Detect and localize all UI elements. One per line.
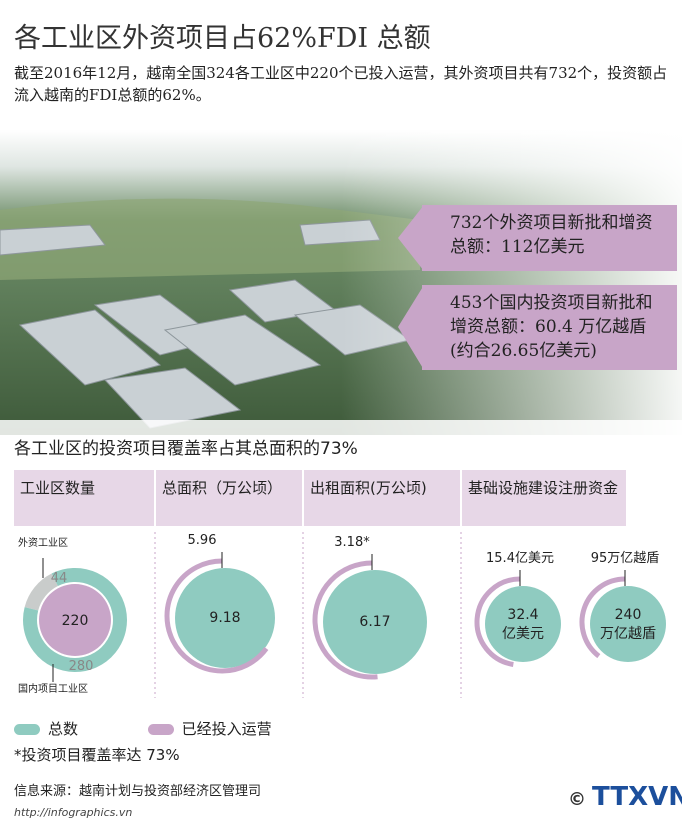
column-header: 工业区数量 [14, 470, 154, 526]
used-arc [579, 576, 626, 659]
segment-label: 外资工业区 [18, 537, 68, 549]
value-label: 5.96 [188, 533, 217, 548]
photo [0, 130, 682, 435]
ring-segment [24, 573, 59, 611]
legend-label: 已经投入运营 [181, 720, 272, 738]
logo-text: TTXVN [592, 782, 682, 812]
used-arc [164, 558, 269, 674]
value-label: 95万亿越盾 [591, 551, 660, 566]
callout-arrows [398, 205, 424, 370]
callout: 732个外资项目新批和增资总额：112亿美元 [422, 205, 677, 271]
total-circle [175, 568, 275, 668]
logo: © TTXVN [568, 782, 682, 812]
value-label: 220 [62, 613, 89, 629]
legend-swatch [14, 724, 40, 735]
value-label: 280 [69, 659, 94, 674]
total-circle [485, 586, 561, 662]
value-label: 44 [51, 571, 68, 586]
column-header: 出租面积(万公顷) [304, 470, 460, 526]
callout: 453个国内投资项目新批和增资总额：60.4 万亿越盾 (约合26.65亿美元) [422, 285, 677, 370]
source: 信息来源：越南计划与投资部经济区管理司 [14, 784, 262, 799]
value-label: 32.4 亿美元 [502, 607, 544, 642]
value-label: 6.17 [359, 614, 390, 630]
section-title: 各工业区的投资项目覆盖率占其总面积的73% [14, 439, 358, 459]
used-arc [312, 560, 378, 680]
inner-circle [39, 584, 111, 656]
ring-segment [23, 568, 127, 672]
legend-swatch [147, 724, 174, 735]
column-header: 总面积（万公顷） [156, 470, 302, 526]
segment-label: 国内项目工业区 [18, 682, 88, 695]
column-header: 基础设施建设注册资金 [462, 470, 626, 526]
note: *投资项目覆盖率达 73% [14, 746, 180, 764]
legend-label: 总数 [48, 720, 79, 738]
value-label: 15.4亿美元 [486, 551, 554, 566]
total-circle [590, 586, 666, 662]
url: http://infographics.vn [14, 806, 133, 819]
intro: 截至2016年12月，越南全国324各工业区中220个已投入运营，其外资项目共有… [14, 64, 668, 104]
value-label: 9.18 [209, 610, 240, 626]
used-arc [474, 576, 521, 667]
total-circle [323, 570, 427, 674]
value-label: 240 万亿越盾 [600, 607, 656, 642]
value-label: 3.18* [334, 535, 370, 550]
title: 各工业区外资项目占62%FDI 总额 [14, 23, 431, 54]
legend: 总数 已经投入运营 [14, 718, 272, 739]
